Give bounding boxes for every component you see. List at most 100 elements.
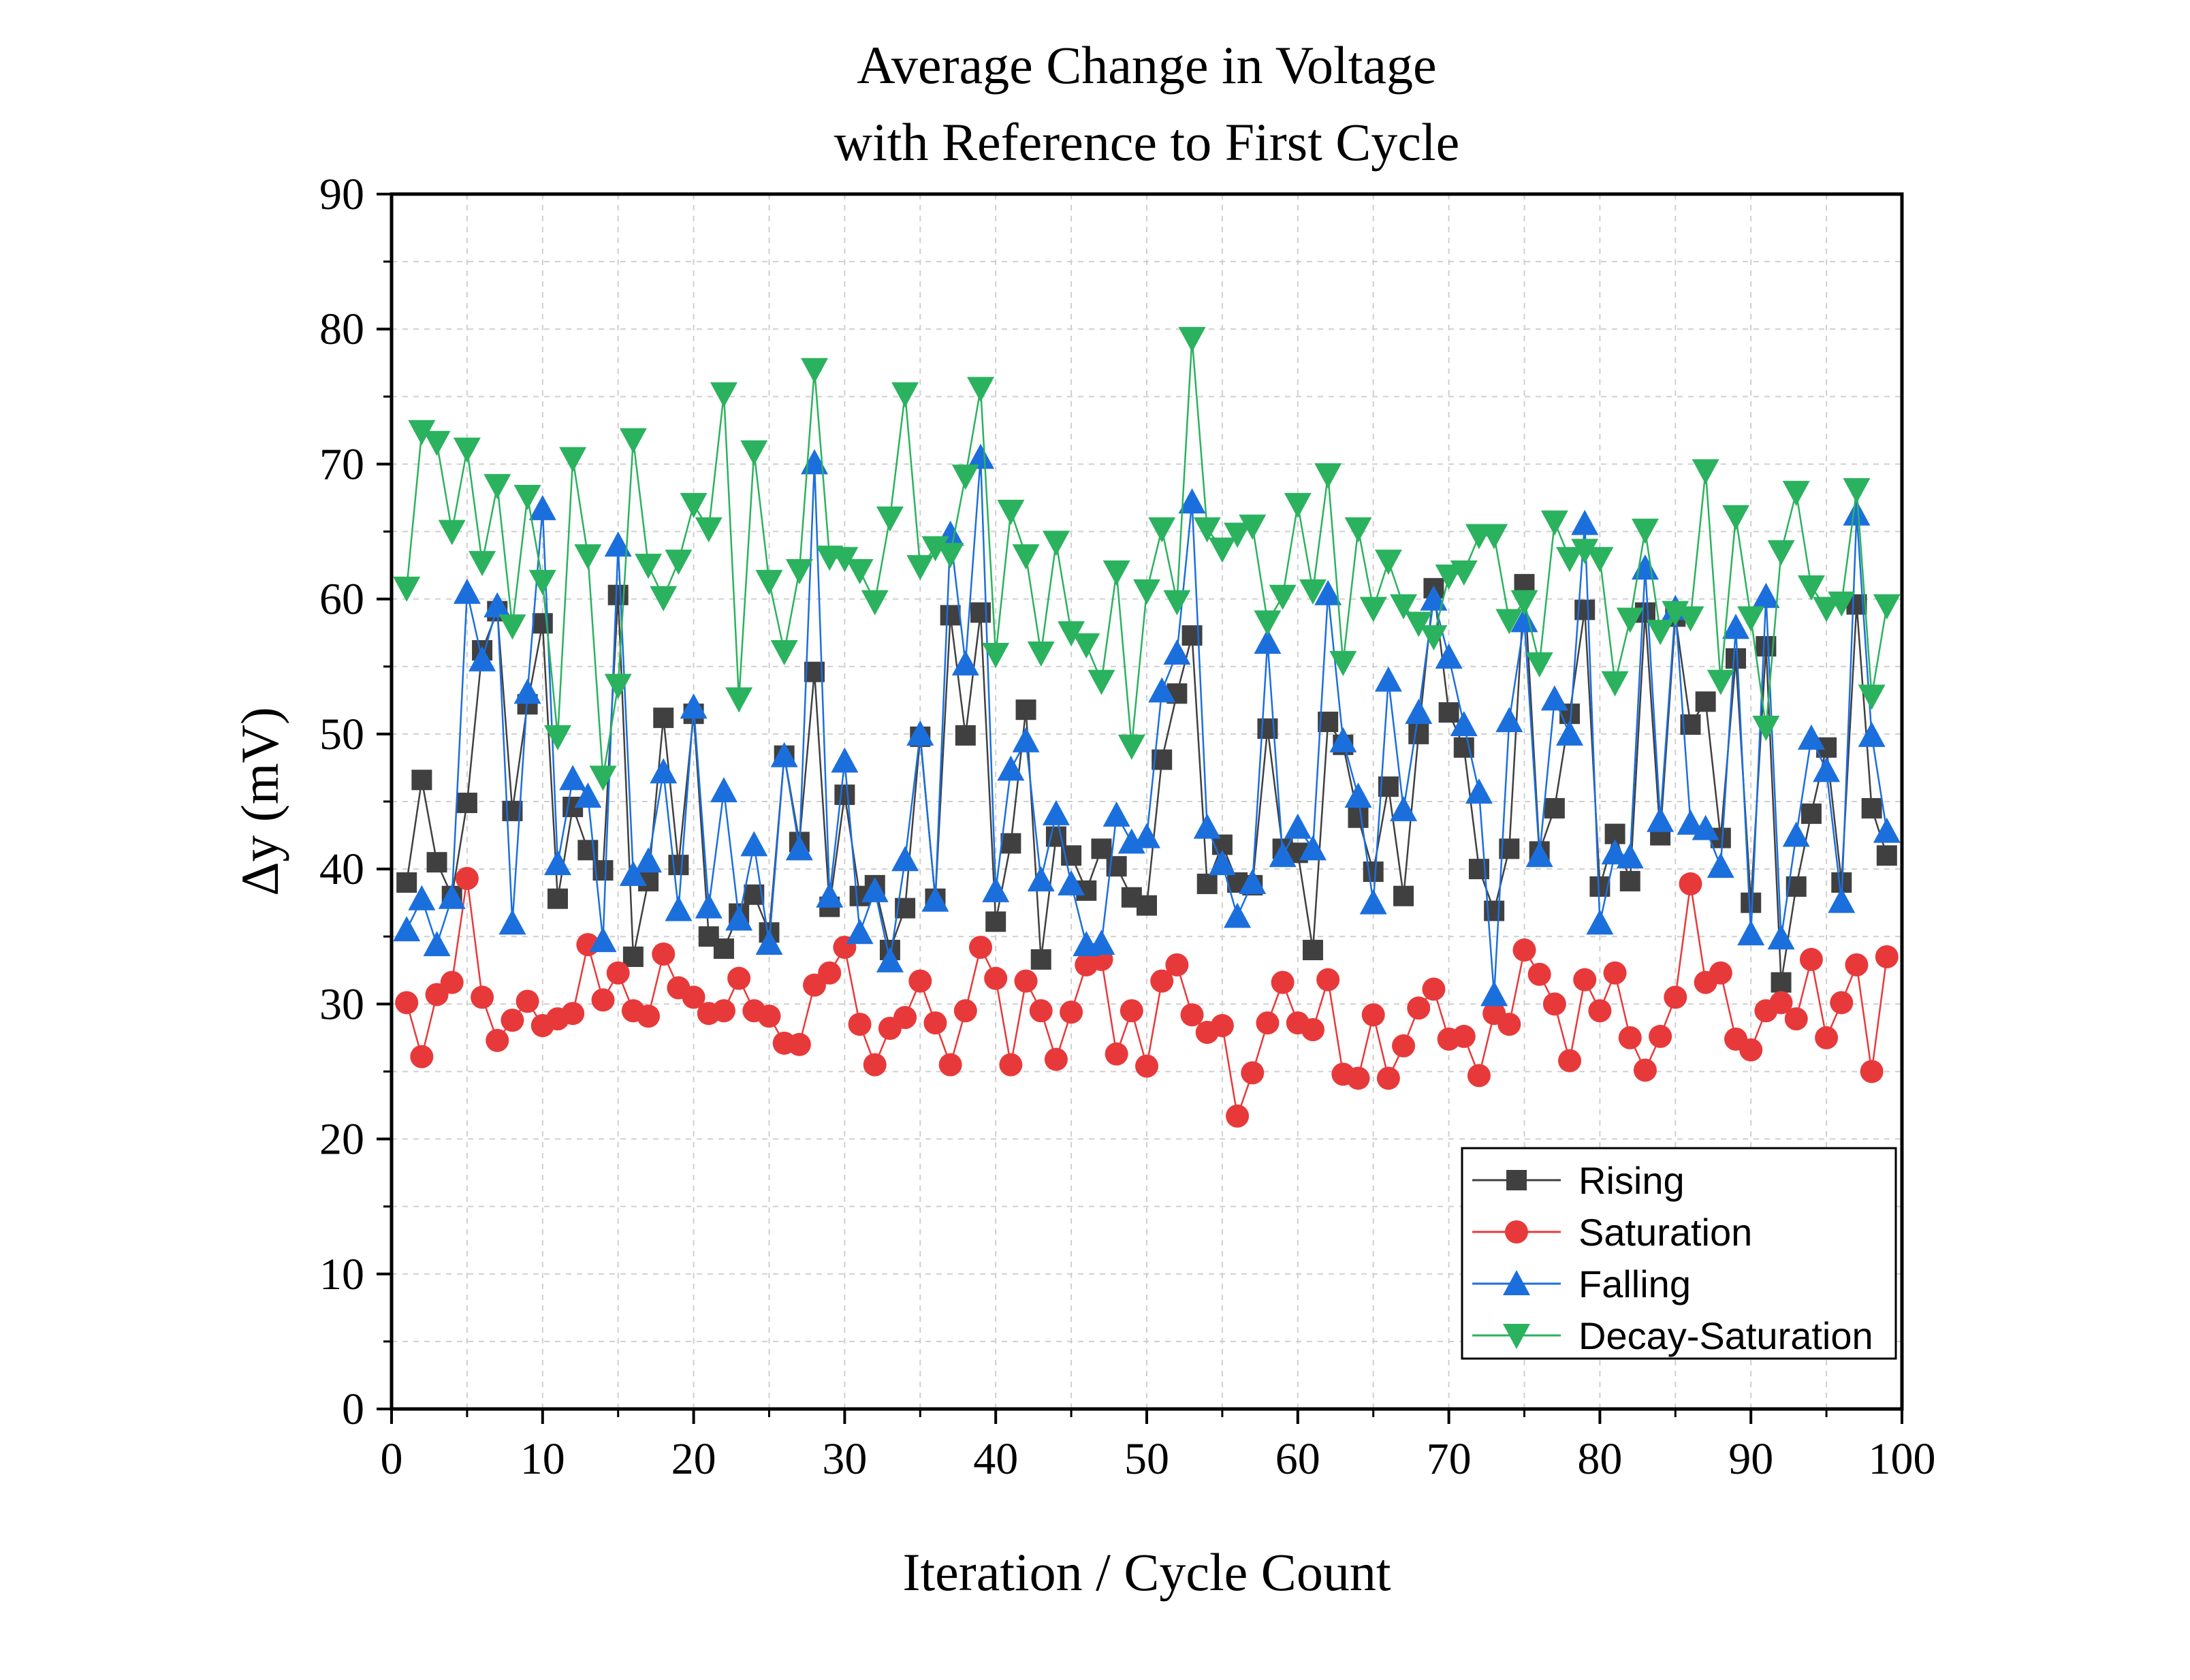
data-point xyxy=(1239,868,1267,894)
data-point xyxy=(713,938,734,960)
data-point xyxy=(1284,813,1312,839)
chart-title-line2: with Reference to First Cycle xyxy=(834,112,1459,172)
data-point xyxy=(393,916,421,942)
series-decay-saturation xyxy=(393,327,1901,791)
data-point xyxy=(1586,909,1614,935)
data-point xyxy=(1631,554,1659,580)
legend-item: Falling xyxy=(1472,1263,1691,1305)
data-point xyxy=(1435,643,1463,669)
data-point xyxy=(547,888,568,909)
data-point xyxy=(1015,699,1036,720)
data-point xyxy=(1692,459,1719,485)
data-point xyxy=(940,605,961,626)
data-point xyxy=(501,1009,524,1032)
y-tick-label: 60 xyxy=(319,575,364,624)
data-point xyxy=(1390,594,1418,620)
y-tick-label: 80 xyxy=(319,304,364,354)
data-point xyxy=(1420,585,1448,611)
data-point xyxy=(1601,671,1629,697)
data-point xyxy=(1525,652,1553,678)
data-point xyxy=(1163,590,1191,616)
data-point xyxy=(1830,991,1854,1015)
data-point xyxy=(1828,591,1856,617)
data-point xyxy=(423,931,451,957)
data-point xyxy=(1588,999,1612,1023)
data-point xyxy=(650,586,678,612)
data-point xyxy=(982,642,1010,668)
x-tick-label: 60 xyxy=(1275,1434,1320,1484)
data-point xyxy=(438,520,466,545)
data-point xyxy=(1027,641,1055,667)
data-point xyxy=(1679,872,1702,896)
data-point xyxy=(727,966,751,990)
data-point xyxy=(1408,723,1429,744)
data-point xyxy=(951,464,979,490)
data-point xyxy=(395,991,419,1015)
data-point xyxy=(1813,597,1841,622)
data-point xyxy=(393,576,421,602)
data-point xyxy=(543,850,571,876)
y-tick-label: 10 xyxy=(319,1250,364,1299)
legend: Rising Saturation Falling Decay-Saturation xyxy=(1461,1147,1897,1360)
series-group xyxy=(393,327,1901,1128)
data-point xyxy=(543,725,571,750)
data-point xyxy=(515,989,539,1013)
data-point xyxy=(967,377,995,402)
data-point xyxy=(483,592,511,618)
y-tick-label: 20 xyxy=(319,1115,364,1164)
data-point xyxy=(1105,1042,1128,1066)
data-point xyxy=(1573,968,1597,992)
data-point xyxy=(1647,806,1675,832)
data-point xyxy=(938,1053,962,1077)
data-point xyxy=(635,847,663,873)
data-point xyxy=(1797,724,1825,750)
series-falling xyxy=(393,443,1901,1007)
legend-label: Decay-Saturation xyxy=(1578,1314,1873,1357)
data-point xyxy=(498,614,526,640)
data-point xyxy=(574,782,602,808)
data-point xyxy=(1361,1003,1385,1027)
data-point xyxy=(1843,500,1871,526)
data-point xyxy=(1540,685,1568,711)
data-point xyxy=(1495,707,1523,733)
data-point xyxy=(1752,582,1780,608)
data-point xyxy=(438,883,466,909)
data-point xyxy=(1480,524,1508,550)
data-point xyxy=(456,792,477,813)
data-point xyxy=(1571,539,1599,565)
data-point xyxy=(712,999,735,1023)
data-point xyxy=(1467,1064,1491,1088)
data-point xyxy=(1438,702,1459,723)
data-point xyxy=(1876,845,1897,866)
data-point xyxy=(1797,575,1825,601)
data-point xyxy=(816,882,844,908)
data-point xyxy=(619,428,647,454)
data-point xyxy=(1393,885,1414,906)
data-point xyxy=(410,1045,434,1068)
data-point xyxy=(498,909,526,935)
data-point xyxy=(1058,621,1085,647)
data-point xyxy=(1556,720,1584,746)
data-point xyxy=(1722,505,1750,530)
data-point xyxy=(455,866,479,890)
data-point xyxy=(770,639,798,665)
data-point xyxy=(653,708,674,729)
data-point xyxy=(1784,1007,1808,1031)
data-point xyxy=(1344,517,1372,543)
data-point xyxy=(1631,518,1659,544)
data-point xyxy=(650,758,678,784)
y-tick-label: 40 xyxy=(319,844,364,894)
data-point xyxy=(831,747,859,773)
chart-title-line1: Average Change in Voltage xyxy=(857,35,1436,95)
data-point xyxy=(1027,866,1055,891)
data-point xyxy=(861,590,889,616)
data-point xyxy=(818,961,842,985)
data-point xyxy=(1359,597,1387,622)
data-point xyxy=(1178,488,1206,513)
data-point xyxy=(725,687,753,713)
data-point xyxy=(1769,991,1793,1015)
y-axis-label: Δy (mV) xyxy=(230,707,289,896)
legend-entries: Rising Saturation Falling Decay-Saturation xyxy=(1472,1159,1873,1357)
data-point xyxy=(1692,814,1719,840)
data-point xyxy=(876,506,904,532)
